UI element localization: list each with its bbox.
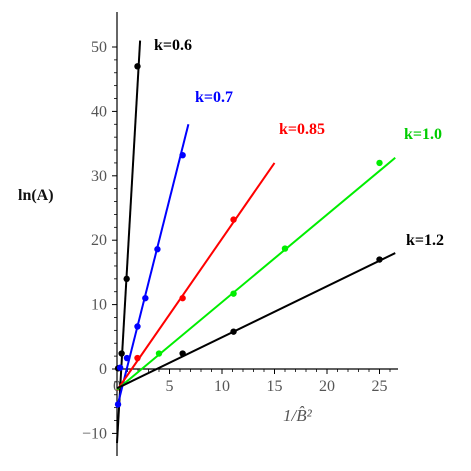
data-point-k-1-0: [281, 245, 289, 252]
data-point-k-0-7: [114, 401, 122, 408]
series-labels: k=0.6 k=0.7 k=0.85 k=1.0 k=1.2: [154, 37, 444, 249]
series-label-k-0-6: k=0.6: [154, 37, 192, 54]
series-label-k-1-2: k=1.2: [406, 232, 444, 249]
data-points: [114, 63, 383, 408]
y-tick-label: 40: [91, 103, 107, 120]
data-point-k-1-2: [230, 328, 237, 335]
series-label-k-1-0: k=1.0: [404, 126, 442, 143]
x-tick-label: 15: [267, 378, 283, 395]
data-point-k-0-7: [134, 323, 141, 330]
data-point-k-0-6: [134, 63, 141, 70]
data-point-k-1-2: [376, 256, 383, 263]
fit-line-k-1-2: [116, 252, 396, 390]
axes: −10 0 10 20 30 40 50 0 5 10 15 20 25: [82, 12, 398, 456]
x-axis-label: 1/B̂²: [283, 406, 313, 425]
data-point-k-0-6: [118, 350, 125, 357]
x-tick-label: 25: [372, 378, 388, 395]
data-point-k-0-7: [116, 364, 124, 371]
data-point-k-1-0: [230, 290, 237, 297]
data-point-k-0-7: [179, 151, 186, 159]
fit-line-k-0-6: [116, 40, 142, 444]
series-label-k-0-7: k=0.7: [195, 89, 233, 106]
data-point-k-0-85: [230, 216, 237, 223]
data-point-k-0-85: [134, 354, 141, 362]
data-point-k-0-6: [123, 275, 130, 283]
fit-line-k-1-0: [116, 156, 396, 391]
y-axis-label: ln(A): [18, 187, 54, 204]
data-point-k-1-0: [376, 159, 383, 167]
y-tick-label: 30: [91, 168, 107, 185]
data-point-k-0-7: [123, 354, 131, 362]
data-point-k-0-85: [179, 294, 186, 302]
y-tick-label: −10: [82, 425, 107, 442]
y-tick-label: 50: [91, 39, 107, 56]
data-point-k-1-2: [179, 350, 186, 357]
y-tick-label: 20: [91, 232, 107, 249]
x-tick-label: 10: [214, 378, 230, 395]
data-point-k-1-0: [155, 350, 163, 357]
x-tick-label: 20: [319, 378, 335, 395]
series-label-k-0-85: k=0.85: [279, 121, 325, 138]
data-point-k-0-7: [154, 246, 161, 253]
x-tick-label: 5: [166, 378, 174, 395]
x-tick-label: 0: [113, 378, 121, 395]
y-tick-label: 0: [99, 361, 107, 378]
data-point-k-0-7: [142, 294, 149, 302]
fit-lines: [116, 40, 396, 444]
fit-line-k-0-85: [116, 162, 276, 391]
y-tick-label: 10: [91, 297, 107, 314]
